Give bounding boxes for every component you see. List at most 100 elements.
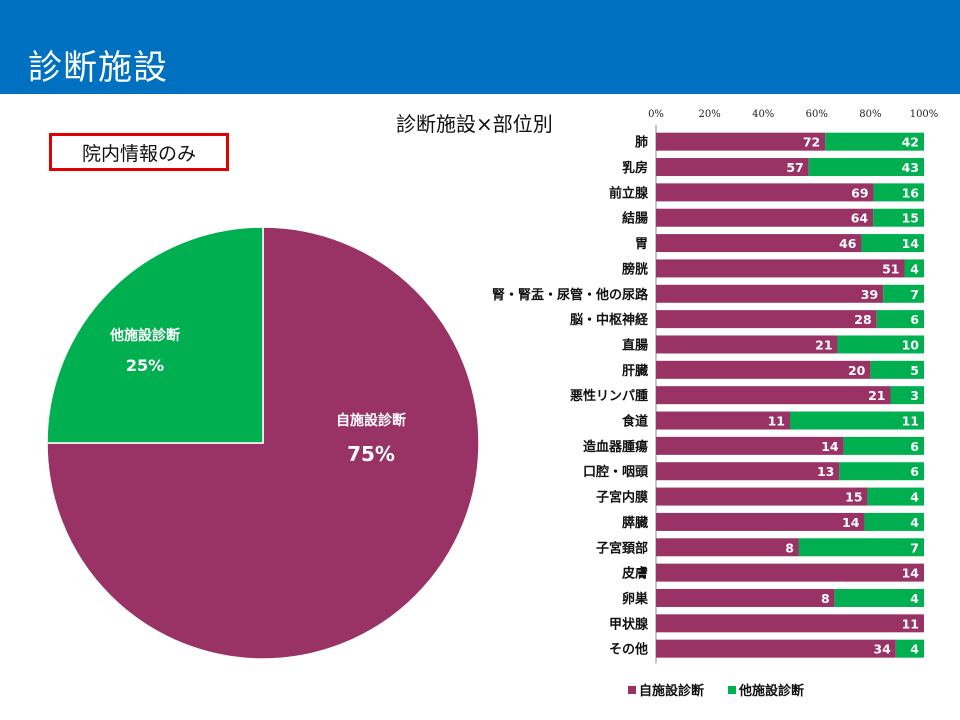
bar-segment bbox=[656, 462, 840, 481]
category-label: その他 bbox=[609, 642, 648, 658]
bar-segment bbox=[798, 538, 924, 557]
bar-segment bbox=[790, 411, 924, 430]
bar-segment bbox=[656, 208, 874, 227]
bar-segment bbox=[656, 614, 924, 633]
header-bar bbox=[0, 0, 960, 94]
pie-slice bbox=[46, 226, 264, 444]
data-label: 13 bbox=[817, 464, 834, 479]
bar-segment bbox=[656, 512, 865, 531]
data-label: 14 bbox=[842, 515, 860, 530]
data-label: 7 bbox=[910, 540, 919, 555]
category-label: 食道 bbox=[622, 414, 648, 430]
bar-segment bbox=[873, 208, 924, 227]
data-label: 7 bbox=[910, 287, 919, 302]
data-label: 6 bbox=[910, 312, 919, 327]
data-label: 21 bbox=[868, 388, 885, 403]
legend-swatch bbox=[728, 686, 736, 694]
bar-segment bbox=[656, 360, 871, 379]
bar-segment bbox=[895, 639, 924, 658]
category-label: 乳房 bbox=[622, 160, 648, 176]
data-label: 4 bbox=[910, 515, 919, 530]
bar-segment bbox=[839, 462, 924, 481]
bar-segment bbox=[883, 284, 924, 303]
pie-slice-value: 75% bbox=[347, 442, 395, 466]
bar-segment bbox=[656, 310, 877, 329]
data-label: 72 bbox=[803, 135, 820, 150]
data-label: 11 bbox=[768, 414, 785, 429]
bar-segment bbox=[876, 310, 924, 329]
data-label: 46 bbox=[839, 236, 857, 251]
category-label: 造血器腫瘍 bbox=[583, 439, 648, 455]
bar-segment bbox=[864, 512, 924, 531]
bar-chart-title: 診断施設×部位別 bbox=[396, 112, 553, 136]
category-label: 結腸 bbox=[622, 211, 648, 227]
bar-segment bbox=[656, 436, 844, 455]
data-label: 8 bbox=[821, 591, 830, 606]
scope-label: 院内情報のみ bbox=[81, 142, 196, 165]
data-label: 64 bbox=[851, 211, 869, 226]
bar-segment bbox=[837, 335, 924, 354]
category-label: 卵巣 bbox=[622, 591, 649, 607]
bar-segment bbox=[843, 436, 924, 455]
category-label: 口腔・咽頭 bbox=[583, 464, 649, 480]
pie-slice-value: 25% bbox=[126, 356, 164, 375]
page-title: 診断施設 bbox=[28, 48, 168, 88]
data-label: 4 bbox=[910, 642, 919, 657]
bar-segment bbox=[656, 538, 799, 557]
bar-segment bbox=[834, 588, 924, 607]
data-label: 69 bbox=[851, 185, 868, 200]
data-label: 5 bbox=[910, 363, 919, 378]
bar-segment bbox=[808, 158, 924, 177]
data-label: 15 bbox=[845, 490, 862, 505]
category-label: 子宮頚部 bbox=[596, 540, 648, 556]
data-label: 8 bbox=[785, 540, 794, 555]
bar-segment bbox=[656, 132, 826, 151]
bar-segment bbox=[656, 386, 891, 405]
category-label: 悪性リンパ腫 bbox=[570, 388, 648, 404]
data-label: 14 bbox=[902, 236, 920, 251]
pie-slice-label: 他施設診断 bbox=[109, 327, 180, 344]
data-label: 14 bbox=[902, 566, 920, 581]
bar-segment bbox=[656, 639, 896, 658]
category-label: 腎・腎盂・尿管・他の尿路 bbox=[492, 287, 649, 303]
bar-segment bbox=[656, 158, 809, 177]
data-label: 11 bbox=[902, 616, 919, 631]
scope-label-box: 院内情報のみ bbox=[49, 133, 229, 171]
data-label: 4 bbox=[910, 490, 919, 505]
category-label: 肺 bbox=[635, 135, 648, 151]
category-label: 皮膚 bbox=[621, 566, 648, 582]
bar-segment bbox=[656, 487, 868, 506]
data-label: 4 bbox=[910, 591, 919, 606]
x-tick-label: 20% bbox=[698, 109, 720, 120]
data-label: 3 bbox=[910, 388, 919, 403]
x-tick-label: 80% bbox=[859, 109, 881, 120]
data-label: 6 bbox=[910, 464, 919, 479]
bar-segment bbox=[861, 234, 924, 253]
bar-segment bbox=[904, 259, 924, 278]
pie-slice-label: 自施設診断 bbox=[336, 412, 406, 429]
category-label: 膀胱 bbox=[621, 261, 648, 277]
data-label: 11 bbox=[902, 414, 919, 429]
data-label: 39 bbox=[861, 287, 878, 302]
legend-swatch bbox=[628, 686, 636, 694]
category-label: 胃 bbox=[635, 237, 648, 252]
data-label: 51 bbox=[882, 261, 899, 276]
data-label: 15 bbox=[902, 211, 919, 226]
category-label: 甲状腺 bbox=[609, 616, 649, 632]
x-tick-label: 100% bbox=[910, 109, 939, 120]
data-label: 42 bbox=[902, 135, 919, 150]
category-label: 脳・中枢神経 bbox=[570, 312, 649, 328]
bar-segment bbox=[656, 588, 835, 607]
bar-segment bbox=[825, 132, 924, 151]
bar-segment bbox=[656, 563, 924, 582]
data-label: 14 bbox=[821, 439, 839, 454]
bar-segment bbox=[656, 284, 884, 303]
category-label: 肝臓 bbox=[622, 363, 648, 379]
data-label: 4 bbox=[910, 261, 919, 276]
data-label: 21 bbox=[815, 337, 832, 352]
category-label: 子宮内膜 bbox=[596, 490, 648, 506]
data-label: 28 bbox=[854, 312, 871, 327]
x-tick-label: 60% bbox=[806, 109, 828, 120]
